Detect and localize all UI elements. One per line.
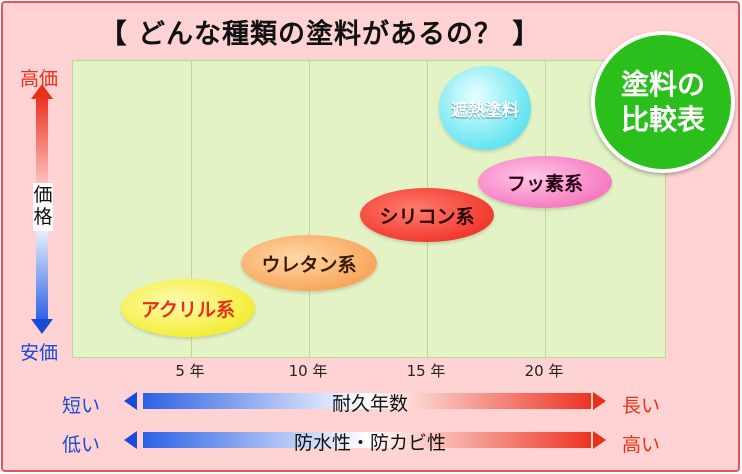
price-low-label: 安価	[20, 342, 59, 364]
badge-line-2: 比較表	[620, 103, 705, 136]
gridline-20	[545, 61, 546, 357]
chart-title: 【 どんな種類の塗料があるの？ 】	[99, 19, 541, 50]
point-acrylic: アクリル系	[121, 279, 255, 337]
durability-axis-label: 耐久年数	[331, 393, 408, 415]
point-fluorine: フッ素系	[478, 156, 612, 208]
comparison-badge: 塗料の 比較表	[591, 31, 735, 173]
waterproof-low-label: 低い	[62, 434, 101, 456]
point-heat-shield: 遮熱塗料	[439, 66, 531, 150]
price-axis-label: 価格	[33, 183, 53, 231]
badge-line-1: 塗料の	[620, 68, 705, 101]
x-tick-20: 20 年	[524, 362, 564, 380]
arrow-right-icon	[593, 431, 606, 449]
durability-high-label: 長い	[622, 395, 661, 417]
durability-low-label: 短い	[62, 395, 101, 417]
x-tick-10: 10 年	[288, 362, 328, 380]
point-silicone: シリコン系	[360, 188, 494, 242]
x-tick-5: 5 年	[175, 362, 205, 380]
waterproof-gradient-bar	[143, 432, 591, 448]
arrow-up-icon	[31, 84, 53, 99]
gridline-5	[191, 61, 192, 357]
arrow-left-icon	[124, 392, 137, 410]
arrow-down-icon	[31, 319, 53, 334]
waterproof-axis-label: 防水性・防カビ性	[293, 432, 446, 454]
gridline-10	[309, 61, 310, 357]
arrow-left-icon	[124, 431, 137, 449]
x-tick-15: 15 年	[406, 362, 446, 380]
arrow-right-icon	[593, 392, 606, 410]
durability-gradient-bar	[143, 393, 591, 409]
point-urethane: ウレタン系	[241, 235, 377, 291]
waterproof-high-label: 高い	[622, 434, 661, 456]
